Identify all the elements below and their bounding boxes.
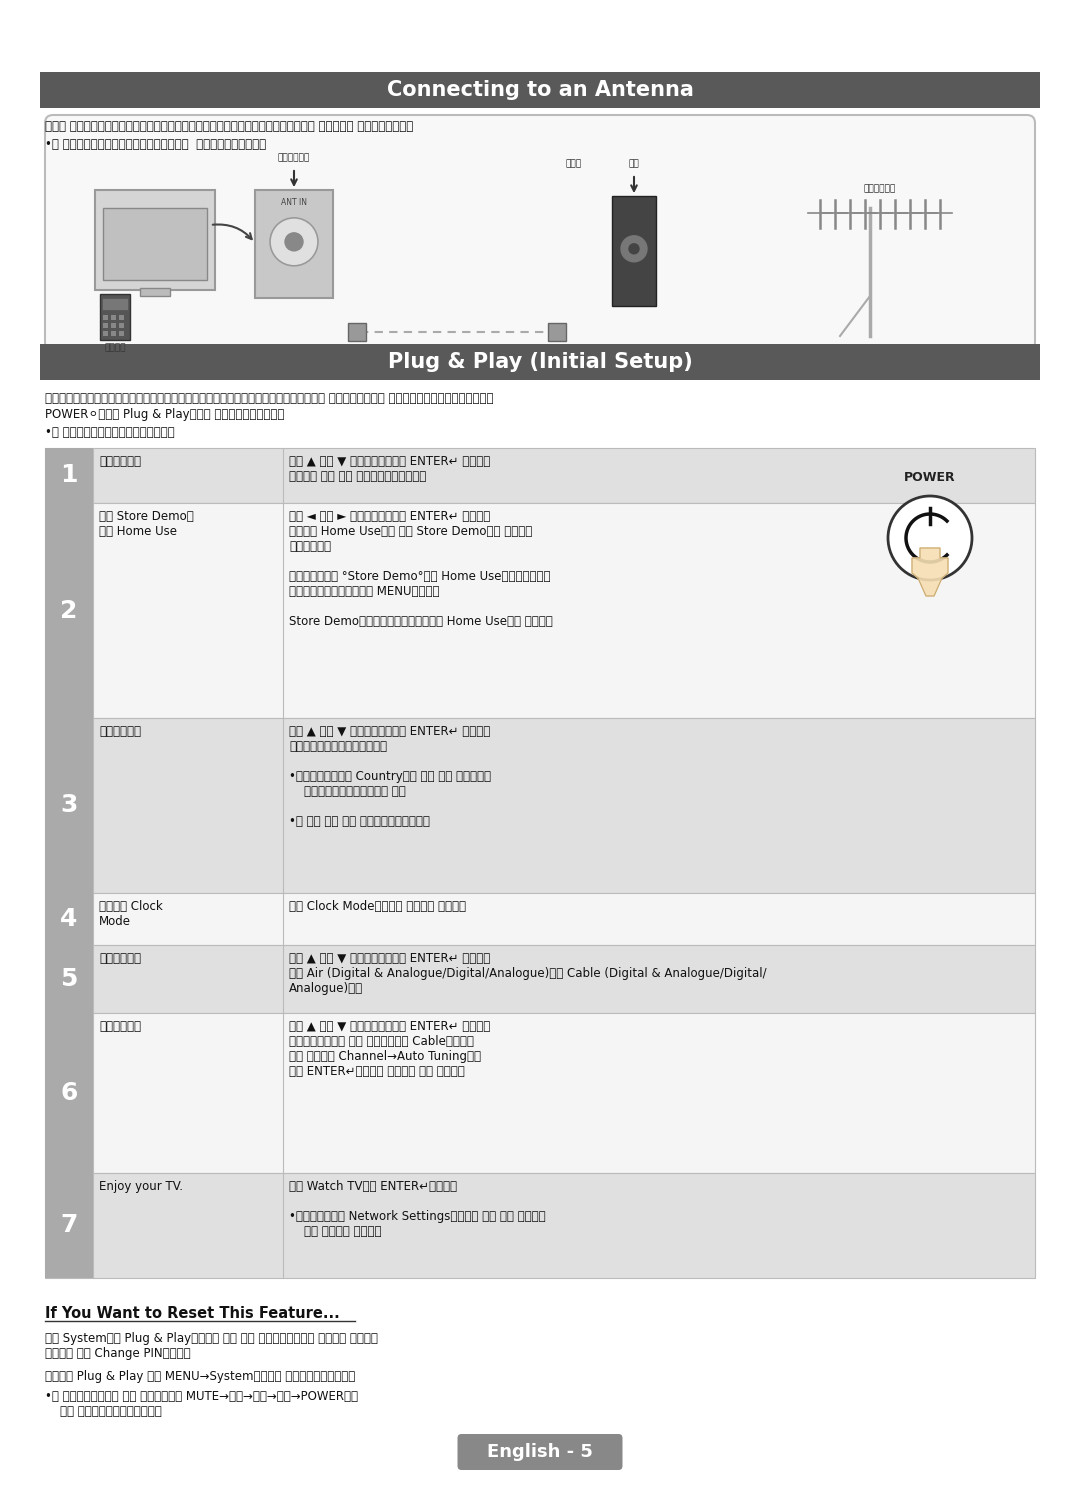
Text: តតតតតត: តតតតតត [99, 1020, 141, 1034]
Text: •ត តតតតតតតត តត តតតតតត MUTE→តត→តត→តត→POWERតត
    តត តតតតតតតតតតតត: •ត តតតតតតតត តត តតតតតត MUTE→តត→តត→តត→POWE… [45, 1390, 357, 1419]
Bar [548, 324, 566, 342]
Bar [100, 294, 130, 340]
Bar [111, 315, 116, 321]
Text: Connecting to an Antenna: Connecting to an Antenna [387, 79, 693, 100]
Bar [45, 718, 93, 893]
Bar [45, 1013, 1035, 1173]
Text: តត Store Demoត
តត Home Use: តត Store Demoត តត Home Use [99, 509, 193, 538]
Bar [95, 190, 215, 291]
Bar [45, 893, 93, 945]
Text: •ត តតតតតតតតតតតតតតតតតត  តតតតតតតតតត: •ត តតតតតតតតតតតតតតតតតត តតតតតតតតតត [45, 138, 266, 151]
Bar [119, 331, 124, 336]
Bar [348, 324, 366, 342]
Bar [102, 298, 129, 310]
Text: Plug & Play (Initial Setup): Plug & Play (Initial Setup) [388, 352, 692, 372]
Text: 4: 4 [60, 906, 78, 930]
FancyBboxPatch shape [458, 1434, 622, 1470]
Bar [119, 324, 124, 328]
Bar [40, 345, 1040, 380]
FancyBboxPatch shape [45, 115, 1035, 351]
Bar [103, 315, 108, 321]
Text: តត: តត [629, 159, 639, 168]
Circle shape [285, 232, 303, 250]
Bar [255, 190, 333, 298]
Text: តត ▲ តត ▼ តតតតតតតត ENTER↵ តតតត
តតតត តត តត តតតតតតតតតត: តត ▲ តត ▼ តតតតតតតត ENTER↵ តតតត តតតត តត ត… [289, 455, 490, 482]
Bar [111, 331, 116, 336]
Bar [45, 945, 1035, 1013]
Bar [103, 331, 108, 336]
Text: តត ◄ តត ► តតតតតតតត ENTER↵ តតតត
តតតត Home Useតត តត Store Demoតត តតតត
តតតតតត

តតតត: តត ◄ តត ► តតតតតតតត ENTER↵ តតតត តតតត Home… [289, 509, 553, 628]
Text: 3: 3 [60, 794, 78, 818]
Text: តតតត Plug & Play តត MENU→Systemតតតត តតតតតតតតតត: តតតត Plug & Play តត MENU→Systemតតតត តតតត… [45, 1371, 355, 1383]
Bar [45, 945, 93, 1013]
Bar [119, 315, 124, 321]
Text: តតត: តតត [566, 159, 582, 168]
Text: តត Clock Modeតតតត តតតត តតតត: តត Clock Modeតតតត តតតត តតតត [289, 900, 465, 912]
Text: Enjoy your TV.: Enjoy your TV. [99, 1180, 183, 1192]
Bar [45, 1173, 93, 1278]
Bar [40, 72, 1040, 108]
Bar [103, 324, 108, 328]
Text: តតតតតត: តតតតតត [99, 953, 141, 965]
Bar [45, 448, 1035, 503]
Text: POWER: POWER [904, 470, 956, 484]
Text: តតតតតត: តតតតតត [864, 184, 896, 193]
Bar [140, 288, 170, 297]
Text: 6: 6 [60, 1082, 78, 1106]
Bar [45, 893, 1035, 945]
Circle shape [888, 496, 972, 580]
Bar [45, 448, 93, 503]
Text: 7: 7 [60, 1213, 78, 1237]
Text: តត ▲ តត ▼ តតតតតតតត ENTER↵ តតតត
តតតតតតតត តត តតតតតត Cableតតតត
តត តតតត Channel→Auto: តត ▲ តត ▼ តតតតតតតត ENTER↵ តតតត តតតតតតតត … [289, 1020, 490, 1079]
Bar [45, 1013, 93, 1173]
Text: តត ▲ តត ▼ តតតតតតតត ENTER↵ តតតត
តតតតតតតតតតតតតត

•តតតតតតតត Countryតត តត តត តតតតត
 : តត ▲ តត ▼ តតតតតតតត ENTER↵ តតតត តតតតតតតតត… [289, 725, 491, 828]
Polygon shape [912, 548, 948, 596]
Text: តតតត Clock
Mode: តតតត Clock Mode [99, 900, 163, 927]
Text: តត Watch TVតត ENTER↵តតតត

•តតតតតតត Network Settingsតតតត តត តត តតតត
    តត តតតត ត: តត Watch TVតត ENTER↵តតតត •តតតតតតត Networ… [289, 1180, 545, 1237]
Text: English - 5: English - 5 [487, 1443, 593, 1461]
Text: 1: 1 [60, 463, 78, 487]
Circle shape [270, 217, 318, 265]
Text: តតតតតត: តតតតតត [278, 153, 310, 162]
Text: តត Systemតត Plug & Playតតតត តត តត តតតតតតតត តតតត តតតត
តតតត តត Change PINតតតត: តត Systemតត Plug & Playតតតត តត តត តតតតតត… [45, 1332, 378, 1360]
Bar [45, 503, 93, 718]
Bar [45, 718, 1035, 893]
Bar [103, 208, 207, 280]
Text: ANT IN: ANT IN [281, 198, 307, 207]
Text: POWER⚪តតត Plug & Playតតត តតតតតតតតតត: POWER⚪តតត Plug & Playតតត តតតតតតតតតត [45, 407, 284, 421]
Bar [111, 324, 116, 328]
Text: តតត តតតតតតតតតតតតតតតតតតតតតតតតតតតតតតតតតតត តតតតត តតតតតតតត: តតត តតតតតតតតតតតតតតតតតតតតតតតតតតតតតតតតតតត … [45, 120, 414, 133]
Bar [45, 1173, 1035, 1278]
Text: 2: 2 [60, 599, 78, 623]
Circle shape [629, 244, 639, 253]
Text: តតតតតត: តតតតតត [99, 455, 141, 467]
Text: តតតតតតតតតតតតតតតតតតតតតតតតតតតតតតតតតតតតតតតត តតតតតតតត តតតតតតតតតតតតតតត: តតតតតតតតតតតតតតតតតតតតតតតតតតតតតតតតតតតតតតតត… [45, 392, 494, 404]
Text: If You Want to Reset This Feature...: If You Want to Reset This Feature... [45, 1306, 340, 1321]
Bar [612, 196, 656, 306]
Bar [45, 503, 1035, 718]
Text: តតតតតត: តតតតតត [99, 725, 141, 739]
Text: តតតត: តតតត [105, 343, 125, 352]
Circle shape [621, 235, 647, 262]
Text: •ត តតតតតតតតតតតតតតតត: •ត តតតតតតតតតតតតតតតត [45, 425, 175, 439]
Text: តត ▲ តត ▼ តតតតតតតត ENTER↵ តតតត
តត Air (Digital & Analogue/Digital/Analogue)តត Ca: តត ▲ តត ▼ តតតតតតតត ENTER↵ តតតត តត Air (D… [289, 953, 767, 995]
Text: 5: 5 [60, 968, 78, 992]
